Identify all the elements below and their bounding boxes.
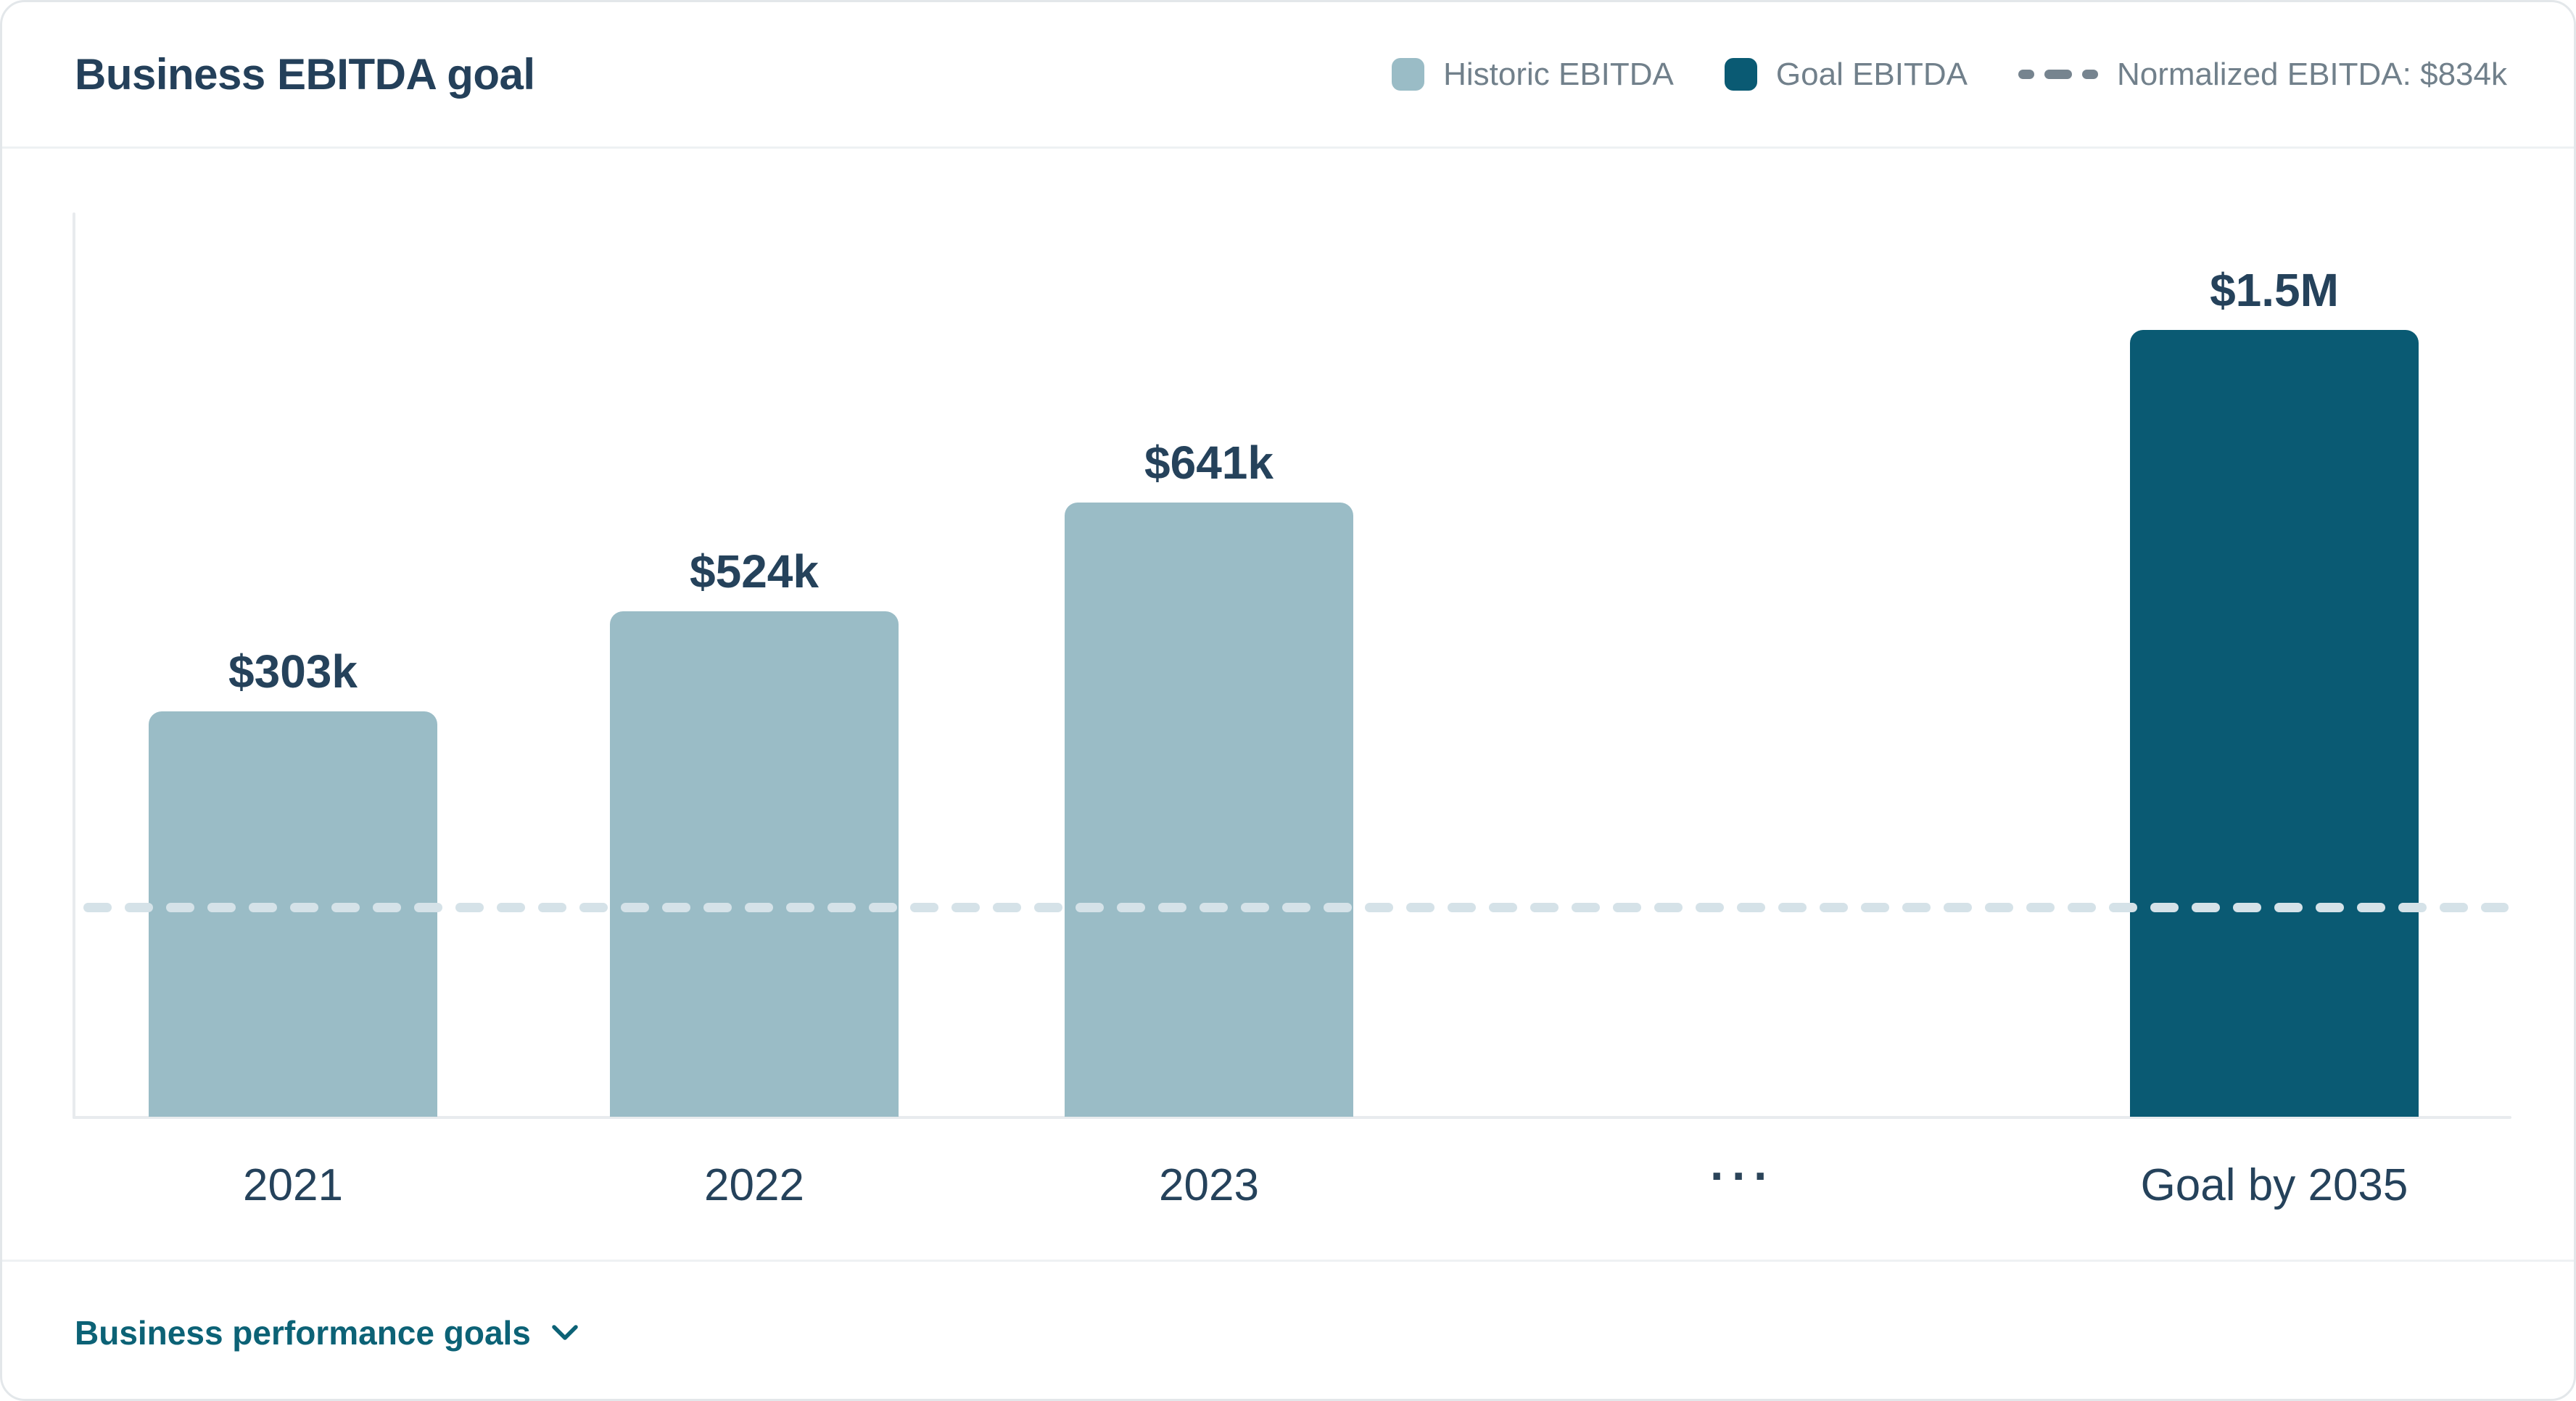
normalized-ebitda-reference-line (83, 902, 2509, 912)
bar-2022 (610, 611, 899, 1117)
footer-divider (2, 1260, 2574, 1262)
dashed-line-icon (2018, 70, 2098, 79)
legend-item-1: Goal EBITDA (1724, 56, 1968, 93)
card-header: Business EBITDA goal Historic EBITDA Goal… (2, 2, 2574, 146)
card-footer: Business performance goals (2, 1262, 2574, 1399)
y-axis-line (73, 212, 75, 1119)
bar-value-label: $303k (228, 645, 358, 698)
legend-swatch-icon (1392, 58, 1425, 91)
x-axis-gap-marker: ··· (1710, 1149, 1775, 1202)
x-axis-label: Goal by 2035 (2140, 1160, 2408, 1210)
legend-item-2: Normalized EBITDA: $834k (2018, 57, 2507, 93)
chevron-down-icon (551, 1324, 579, 1342)
x-axis-label: 2023 (1159, 1160, 1259, 1210)
bar-2023 (1065, 503, 1353, 1117)
bar-value-label: $641k (1144, 437, 1273, 489)
chart-legend: Historic EBITDA Goal EBITDA Normalized EBI… (1392, 57, 2507, 93)
bar-2021 (149, 711, 437, 1117)
x-axis-label: 2021 (243, 1160, 343, 1210)
footer-link-label: Business performance goals (75, 1313, 531, 1352)
x-axis-label: 2022 (704, 1160, 804, 1210)
header-divider (2, 146, 2574, 149)
bar-goal-by-2035 (2130, 330, 2419, 1117)
business-performance-goals-link[interactable]: Business performance goals (75, 1313, 579, 1352)
page-title: Business EBITDA goal (75, 50, 535, 99)
legend-swatch-icon (1724, 58, 1757, 91)
bar-value-label: $524k (690, 545, 819, 598)
x-axis-line (73, 1116, 2511, 1119)
legend-label: Normalized EBITDA: $834k (2117, 56, 2507, 92)
legend-label: Goal EBITDA (1775, 56, 1968, 92)
legend-label: Historic EBITDA (1443, 56, 1674, 92)
legend-item-0: Historic EBITDA (1392, 57, 1674, 93)
bar-value-label: $1.5M (2210, 264, 2339, 316)
